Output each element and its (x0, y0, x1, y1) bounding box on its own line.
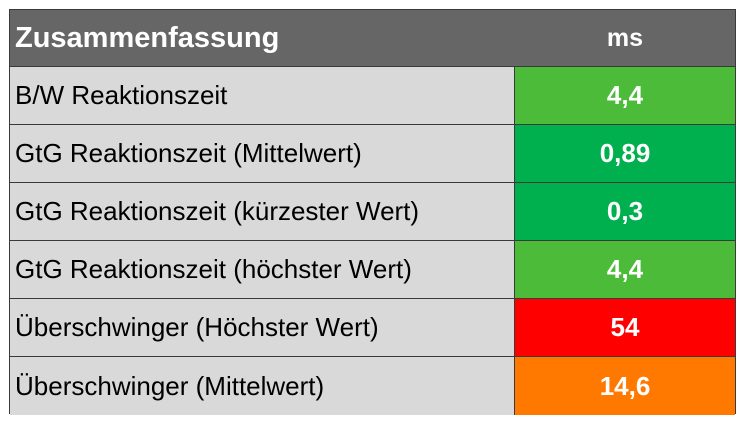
row-value: 4,4 (515, 241, 735, 298)
table-row: GtG Reaktionszeit (höchster Wert) 4,4 (10, 241, 735, 299)
row-value: 54 (515, 299, 735, 356)
table-header: Zusammenfassung ms (10, 10, 735, 67)
row-label: GtG Reaktionszeit (kürzester Wert) (10, 183, 515, 240)
row-value: 0,3 (515, 183, 735, 240)
row-value: 0,89 (515, 125, 735, 182)
row-label: B/W Reaktionszeit (10, 67, 515, 124)
row-label: GtG Reaktionszeit (höchster Wert) (10, 241, 515, 298)
row-value: 14,6 (515, 357, 735, 415)
row-label: GtG Reaktionszeit (Mittelwert) (10, 125, 515, 182)
table-row: B/W Reaktionszeit 4,4 (10, 67, 735, 125)
table-row: GtG Reaktionszeit (Mittelwert) 0,89 (10, 125, 735, 183)
table-row: Überschwinger (Mittelwert) 14,6 (10, 357, 735, 415)
table-row: GtG Reaktionszeit (kürzester Wert) 0,3 (10, 183, 735, 241)
row-label: Überschwinger (Mittelwert) (10, 357, 515, 415)
table-row: Überschwinger (Höchster Wert) 54 (10, 299, 735, 357)
summary-table: Zusammenfassung ms B/W Reaktionszeit 4,4… (9, 9, 736, 415)
table-body: B/W Reaktionszeit 4,4 GtG Reaktionszeit … (10, 67, 735, 415)
row-label: Überschwinger (Höchster Wert) (10, 299, 515, 356)
row-value: 4,4 (515, 67, 735, 124)
header-unit: ms (606, 23, 644, 52)
header-title: Zusammenfassung (15, 21, 280, 54)
